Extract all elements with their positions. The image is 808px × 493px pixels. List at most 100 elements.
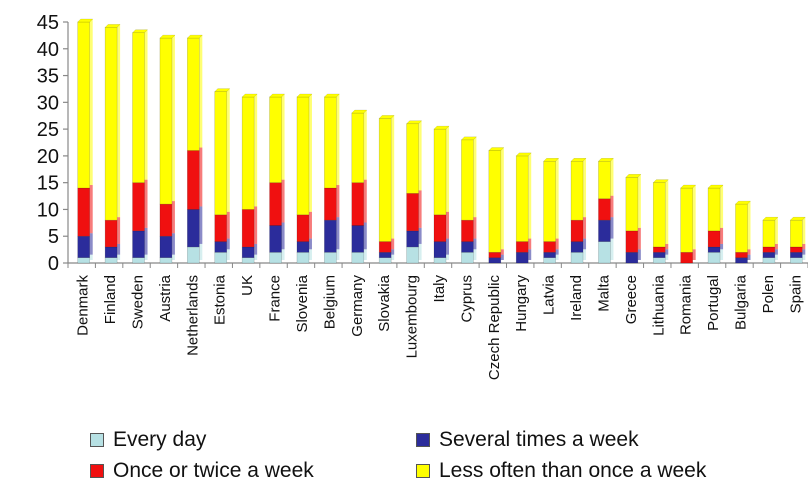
bar-segment-malta-1 xyxy=(598,219,611,242)
bar-side-shade xyxy=(720,227,724,244)
bar-segment-germany-1 xyxy=(351,225,365,253)
bar-side-shade xyxy=(720,243,724,250)
bar-segment-estonia-3 xyxy=(214,91,228,216)
y-tick-label: 15 xyxy=(37,173,59,195)
bar-side-shade xyxy=(199,147,203,207)
bar-segment-spain-3 xyxy=(789,219,803,248)
bar-side-shade xyxy=(254,243,258,255)
bar-side-shade xyxy=(555,249,559,255)
bar-side-shade xyxy=(199,206,203,244)
bar-side-shade xyxy=(117,217,121,244)
bar-segment-netherlands-1 xyxy=(187,209,200,248)
bar-segment-slovakia-1 xyxy=(378,251,392,258)
bar-top-face xyxy=(762,216,779,221)
bar-top-face xyxy=(707,184,724,189)
y-ticks: 0 5 10 15 20 25 30 35 40 45 xyxy=(37,12,68,275)
x-tick-label: Sweden xyxy=(130,275,147,329)
bar-side-shade xyxy=(226,238,230,250)
bar-segment-france-2 xyxy=(269,182,282,226)
bar-segment-cyprus-2 xyxy=(461,219,474,242)
bar-side-shade xyxy=(281,249,285,260)
bar-segment-ireland-3 xyxy=(570,160,584,221)
bar-side-shade xyxy=(637,227,641,250)
bar-side-shade xyxy=(774,249,778,255)
bar-segment-portugal-2 xyxy=(707,230,721,248)
bar-top-face xyxy=(433,125,450,130)
bar-side-shade xyxy=(281,179,285,223)
bar-top-face xyxy=(680,184,697,189)
bar-side-shade xyxy=(171,254,175,260)
bar-segment-uk-1 xyxy=(241,246,255,258)
bar-top-face xyxy=(515,152,532,157)
bar-segment-latvia-0 xyxy=(543,257,556,264)
bar-side-shade xyxy=(171,201,175,234)
bar-segment-slovakia-2 xyxy=(378,241,392,253)
bars xyxy=(77,18,806,264)
bar-side-shade xyxy=(391,238,395,250)
bar-side-shade xyxy=(254,93,258,207)
bar-side-shade xyxy=(363,179,367,223)
bar-top-face xyxy=(378,115,395,119)
bar-segment-lithuania-1 xyxy=(652,251,666,258)
bar-segment-cyprus-3 xyxy=(461,139,474,221)
bar-top-face xyxy=(351,109,368,114)
bar-top-face xyxy=(734,200,752,205)
x-tick-label: France xyxy=(267,275,284,322)
bar-side-shade xyxy=(418,190,422,228)
bar-segment-estonia-1 xyxy=(214,241,228,253)
bar-segment-spain-1 xyxy=(789,251,803,258)
bar-side-shade xyxy=(89,254,93,260)
bar-side-shade xyxy=(583,249,587,260)
x-tick-label: Cyprus xyxy=(458,275,475,323)
bar-segment-portugal-1 xyxy=(707,246,721,253)
bar-top-face xyxy=(159,34,176,39)
bar-side-shade xyxy=(692,185,696,250)
bar-segment-finland-2 xyxy=(104,219,118,248)
bar-top-face xyxy=(323,93,340,98)
bar-segment-germany-3 xyxy=(351,112,365,183)
bar-side-shade xyxy=(637,174,641,228)
bar-segment-slovakia-3 xyxy=(378,118,392,242)
bar-top-face xyxy=(789,216,806,221)
bar-side-shade xyxy=(391,249,395,255)
bar-segment-italy-3 xyxy=(433,128,447,216)
bar-segment-bulgaria-3 xyxy=(735,203,748,253)
bar-side-shade xyxy=(281,93,285,180)
bar-segment-sweden-1 xyxy=(132,230,145,258)
bar-side-shade xyxy=(555,254,559,260)
bar-top-face xyxy=(625,174,642,178)
x-tick-label: Estonia xyxy=(212,274,229,325)
bar-segment-lithuania-0 xyxy=(652,257,666,264)
bar-segment-austria-0 xyxy=(159,257,173,264)
x-tick-label: Luxembourg xyxy=(404,275,421,358)
bar-side-shade xyxy=(665,179,669,244)
bar-side-shade xyxy=(802,254,806,260)
bar-segment-uk-3 xyxy=(241,96,255,210)
bar-segment-bulgaria-2 xyxy=(735,251,748,258)
bar-side-shade xyxy=(500,147,504,250)
bar-segment-slovenia-0 xyxy=(296,251,310,264)
bar-side-shade xyxy=(363,110,367,180)
bar-segment-france-1 xyxy=(269,225,282,253)
bar-segment-netherlands-0 xyxy=(187,246,200,264)
bar-segment-finland-1 xyxy=(104,246,118,258)
bar-segment-hungary-2 xyxy=(515,241,529,253)
bar-side-shade xyxy=(89,19,93,186)
bar-side-shade xyxy=(226,211,230,239)
bar-side-shade xyxy=(117,243,121,255)
x-tick-label: Ireland xyxy=(568,275,585,321)
bar-segment-lithuania-2 xyxy=(652,246,666,253)
bar-side-shade xyxy=(774,243,778,250)
bar-segment-lithuania-3 xyxy=(652,182,666,248)
bar-side-shade xyxy=(281,222,285,250)
bar-segment-slovakia-0 xyxy=(378,257,392,264)
bar-segment-netherlands-3 xyxy=(187,37,200,151)
bar-side-shade xyxy=(254,254,258,260)
bar-side-shade xyxy=(446,211,449,239)
bar-segment-belgium-0 xyxy=(324,251,337,264)
bar-side-shade xyxy=(308,249,312,260)
bar-side-shade xyxy=(610,195,614,218)
bar-side-shade xyxy=(583,217,587,239)
bar-side-shade xyxy=(144,227,148,255)
